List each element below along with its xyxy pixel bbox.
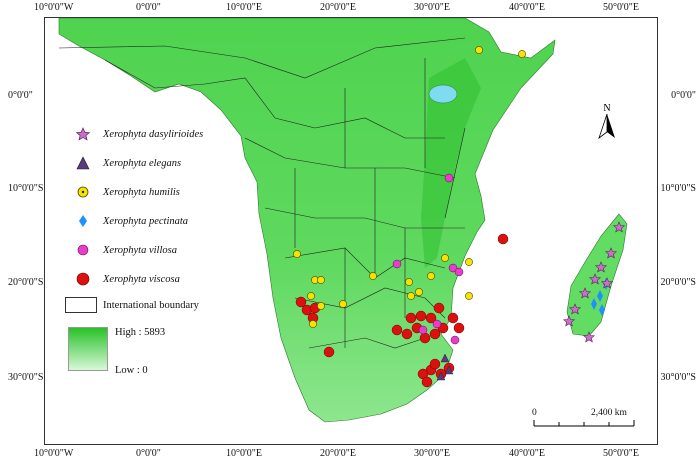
eastern-highlands — [421, 58, 481, 268]
legend-label: Xerophyta villosa — [103, 244, 177, 256]
map-frame — [44, 17, 658, 445]
elevation-low-label: Low : 0 — [115, 365, 148, 376]
graticule-bottom-7: 50°0'0"E — [603, 448, 639, 459]
graticule-top-7: 50°0'0"E — [603, 2, 639, 13]
legend-item-elegans: Xerophyta elegans — [65, 155, 181, 171]
graticule-right-4: 30°0'0"S — [660, 372, 696, 383]
graticule-top-2: 0°0'0" — [136, 2, 161, 13]
scale-ruler — [533, 420, 635, 427]
graticule-top-3: 10°0'0"E — [226, 2, 262, 13]
xerophyta-viscosa-points — [295, 233, 509, 388]
legend-item-viscosa: Xerophyta viscosa — [65, 271, 180, 287]
boundary-label: International boundary — [103, 299, 199, 311]
north-arrow-icon: N — [598, 103, 615, 140]
graticule-bottom-5: 30°0'0"E — [414, 448, 450, 459]
graticule-top-5: 30°0'0"E — [414, 2, 450, 13]
dotted-circle-icon — [65, 184, 99, 200]
north-arrow: N — [595, 102, 619, 142]
graticule-left-2: 10°0'0"S — [8, 183, 44, 194]
legend-label: Xerophyta viscosa — [103, 273, 180, 285]
legend-label: Xerophyta dasylirioides — [103, 128, 204, 140]
graticule-right-1: 0°0'0" — [671, 90, 696, 101]
madagascar — [566, 213, 628, 337]
star-icon — [65, 126, 99, 142]
circle-icon — [65, 271, 99, 287]
scale-start-label: 0 — [532, 408, 537, 418]
graticule-left-3: 20°0'0"S — [8, 277, 44, 288]
elevation-high-label: High : 5893 — [115, 327, 166, 338]
circle-icon — [65, 242, 99, 258]
xerophyta-humilis-points — [293, 46, 526, 328]
xerophyta-villosa-points — [392, 173, 464, 345]
lake-victoria — [428, 84, 458, 104]
graticule-left-1: 0°0'0" — [8, 90, 33, 101]
diamond-icon — [65, 213, 99, 229]
scale-bar: 0 2,400 km — [531, 408, 641, 430]
graticule-bottom-1: 10°0'0"W — [34, 448, 74, 459]
legend-item-dasylirioides: Xerophyta dasylirioides — [65, 126, 203, 142]
graticule-right-2: 10°0'0"S — [660, 183, 696, 194]
graticule-top-1: 10°0'0"W — [34, 2, 74, 13]
graticule-top-6: 40°0'0"E — [509, 2, 545, 13]
boundary-swatch — [65, 297, 97, 313]
legend-label: Xerophyta humilis — [103, 186, 180, 198]
xerophyta-elegans-points — [436, 353, 454, 381]
triangle-icon — [65, 155, 99, 171]
legend-item-humilis: Xerophyta humilis — [65, 184, 180, 200]
graticule-bottom-3: 10°0'0"E — [226, 448, 262, 459]
graticule-bottom-6: 40°0'0"E — [509, 448, 545, 459]
elevation-ramp — [68, 327, 108, 371]
scale-end-label: 2,400 km — [591, 408, 627, 418]
legend-item-boundary: International boundary — [65, 297, 199, 313]
legend-item-villosa: Xerophyta villosa — [65, 242, 177, 258]
north-label: N — [603, 103, 610, 114]
occurrence-points — [293, 46, 626, 388]
graticule-right-3: 20°0'0"S — [660, 277, 696, 288]
legend-item-pectinata: Xerophyta pectinata — [65, 213, 188, 229]
graticule-left-4: 30°0'0"S — [8, 372, 44, 383]
graticule-bottom-2: 0°0'0" — [136, 448, 161, 459]
graticule-bottom-4: 20°0'0"E — [320, 448, 356, 459]
graticule-top-4: 20°0'0"E — [320, 2, 356, 13]
legend-label: Xerophyta elegans — [103, 157, 182, 169]
xerophyta-dasylirioides-points — [562, 221, 626, 343]
legend-label: Xerophyta pectinata — [103, 215, 189, 227]
